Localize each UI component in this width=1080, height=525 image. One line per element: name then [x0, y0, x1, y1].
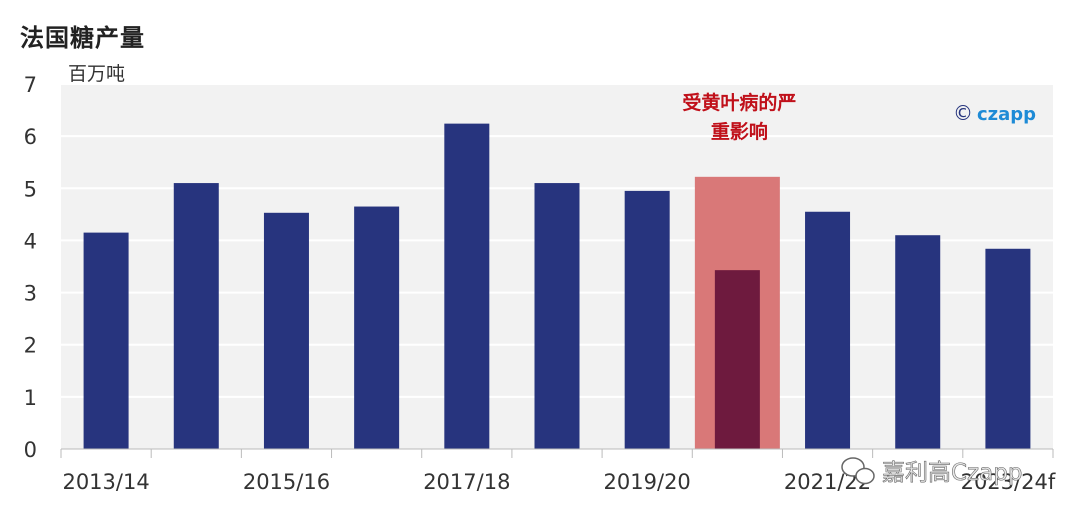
y-axis-ticks: 0 1 2 3 4 5 6 7	[24, 73, 37, 462]
brand-name: czapp	[977, 104, 1036, 125]
y-tick-label: 0	[24, 438, 37, 462]
x-tick-label: 2023/24f	[961, 470, 1056, 494]
watermark-text: 嘉利高Czapp	[882, 460, 1022, 486]
bar-2018-19	[534, 183, 580, 450]
y-tick-label: 6	[24, 125, 37, 149]
x-tick-label: 2013/14	[62, 470, 149, 494]
y-tick-label: 2	[24, 334, 37, 358]
y-tick-label: 7	[24, 73, 37, 97]
x-tick-label: 2019/20	[604, 470, 691, 494]
y-tick-label: 5	[24, 177, 37, 201]
bar-2023-24f	[985, 248, 1031, 449]
bars	[83, 123, 1031, 450]
x-axis-ticks: 2013/14 2015/16 2017/18 2019/20 2021/22 2023/…	[60, 449, 1056, 494]
y-axis-unit: 百万吨	[68, 63, 125, 85]
bar-2013-14	[83, 232, 129, 449]
y-tick-label: 4	[24, 229, 37, 253]
bar-2019-20	[624, 190, 670, 449]
bar-2015-16	[263, 212, 309, 449]
x-tick-label: 2015/16	[243, 470, 330, 494]
bar-2016-17	[354, 206, 400, 449]
y-tick-label: 3	[24, 282, 37, 306]
brand-logo: © czapp	[953, 101, 1036, 125]
bar-2021-22	[805, 211, 851, 449]
annotation-line: 重影响	[711, 120, 768, 143]
bar-2014-15	[173, 183, 219, 450]
y-tick-label: 1	[24, 386, 37, 410]
annotation-line: 受黄叶病的严	[682, 91, 796, 114]
wechat-icon	[841, 457, 875, 485]
copyright-icon: ©	[953, 101, 973, 125]
bar-2022-23	[895, 235, 941, 449]
chart-title: 法国糖产量	[20, 23, 145, 52]
bar-2017-18	[444, 123, 490, 449]
x-tick-label: 2017/18	[423, 470, 510, 494]
watermark: 嘉利高Czapp	[841, 457, 1023, 486]
bar-2020-21	[714, 270, 760, 449]
